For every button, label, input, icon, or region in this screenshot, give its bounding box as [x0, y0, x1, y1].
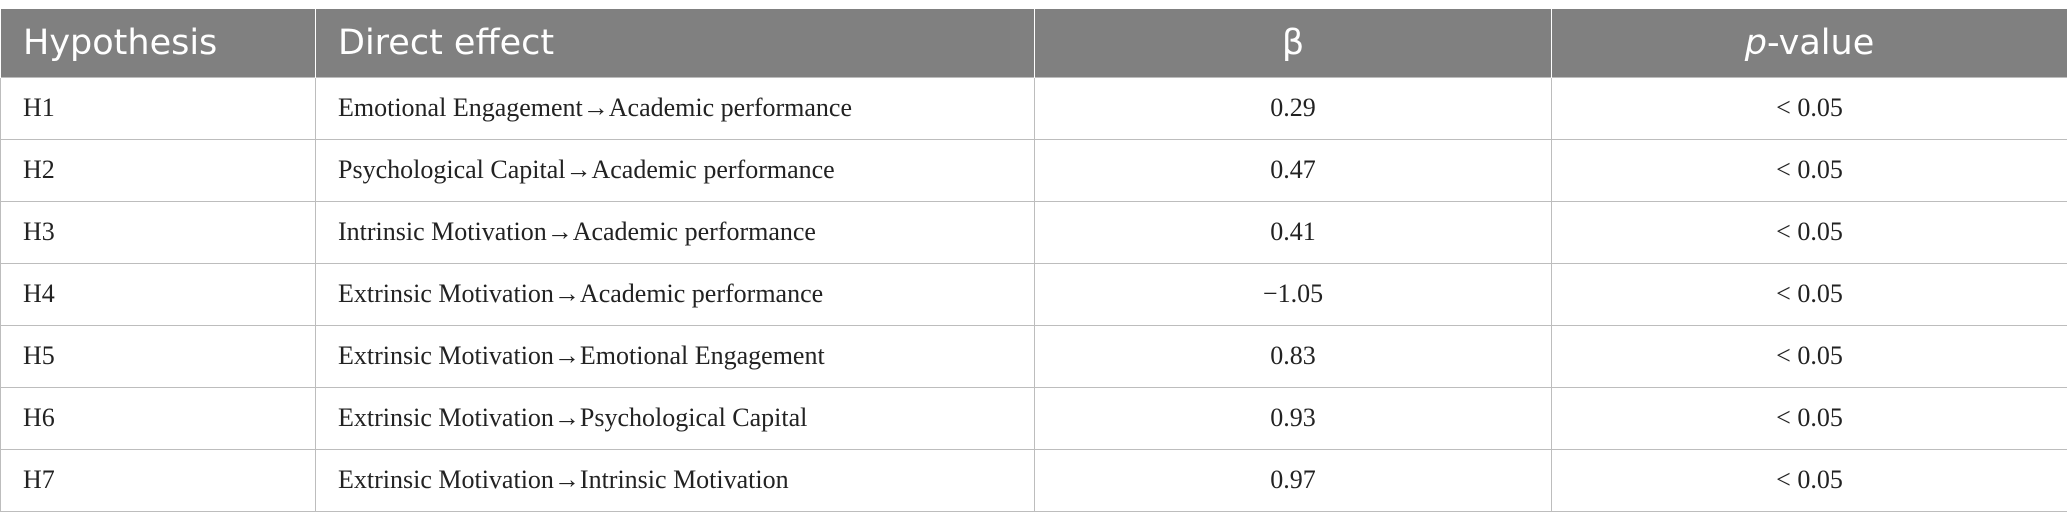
cell-beta: 0.97: [1034, 448, 1552, 512]
cell-direct-effect: Extrinsic Motivation→Intrinsic Motivatio…: [315, 448, 1035, 512]
cell-beta: 0.83: [1034, 324, 1552, 388]
cell-direct-effect: Emotional Engagement→Academic performanc…: [315, 76, 1035, 140]
header-direct-effect: Direct effect: [315, 9, 1035, 77]
cell-p-value: < 0.05: [1551, 262, 2067, 326]
table-row: H7 Extrinsic Motivation→Intrinsic Motiva…: [0, 448, 2067, 512]
cell-hypothesis: H1: [0, 76, 316, 140]
cell-direct-effect: Extrinsic Motivation→Emotional Engagemen…: [315, 324, 1035, 388]
cell-p-value: < 0.05: [1551, 324, 2067, 388]
cell-p-value: < 0.05: [1551, 200, 2067, 264]
cell-beta: 0.93: [1034, 386, 1552, 450]
hypothesis-table-container: Hypothesis Direct effect β p-value H1 Em…: [0, 9, 2067, 512]
table-row: H5 Extrinsic Motivation→Emotional Engage…: [0, 324, 2067, 388]
header-hypothesis: Hypothesis: [0, 9, 316, 77]
cell-p-value: < 0.05: [1551, 76, 2067, 140]
cell-hypothesis: H3: [0, 200, 316, 264]
cell-direct-effect: Extrinsic Motivation→Academic performanc…: [315, 262, 1035, 326]
table-row: H4 Extrinsic Motivation→Academic perform…: [0, 262, 2067, 326]
cell-beta: 0.29: [1034, 76, 1552, 140]
cell-hypothesis: H2: [0, 138, 316, 202]
table-row: H1 Emotional Engagement→Academic perform…: [0, 76, 2067, 140]
cell-p-value: < 0.05: [1551, 386, 2067, 450]
cell-hypothesis: H5: [0, 324, 316, 388]
cell-beta: 0.47: [1034, 138, 1552, 202]
table-row: H6 Extrinsic Motivation→Psychological Ca…: [0, 386, 2067, 450]
header-p-value: p-value: [1551, 9, 2067, 77]
header-p-value-italic: p: [1744, 22, 1767, 63]
hypothesis-table: Hypothesis Direct effect β p-value H1 Em…: [0, 9, 2067, 512]
cell-hypothesis: H7: [0, 448, 316, 512]
table-row: H3 Intrinsic Motivation→Academic perform…: [0, 200, 2067, 264]
cell-p-value: < 0.05: [1551, 448, 2067, 512]
cell-direct-effect: Intrinsic Motivation→Academic performanc…: [315, 200, 1035, 264]
table-row: H2 Psychological Capital→Academic perfor…: [0, 138, 2067, 202]
cell-hypothesis: H4: [0, 262, 316, 326]
cell-direct-effect: Extrinsic Motivation→Psychological Capit…: [315, 386, 1035, 450]
cell-direct-effect: Psychological Capital→Academic performan…: [315, 138, 1035, 202]
cell-beta: −1.05: [1034, 262, 1552, 326]
table-header: Hypothesis Direct effect β p-value: [0, 9, 2067, 77]
header-row: Hypothesis Direct effect β p-value: [0, 9, 2067, 77]
cell-hypothesis: H6: [0, 386, 316, 450]
cell-beta: 0.41: [1034, 200, 1552, 264]
header-beta: β: [1034, 9, 1552, 77]
cell-p-value: < 0.05: [1551, 138, 2067, 202]
table-body: H1 Emotional Engagement→Academic perform…: [0, 76, 2067, 512]
header-p-value-rest: -value: [1766, 22, 1875, 63]
